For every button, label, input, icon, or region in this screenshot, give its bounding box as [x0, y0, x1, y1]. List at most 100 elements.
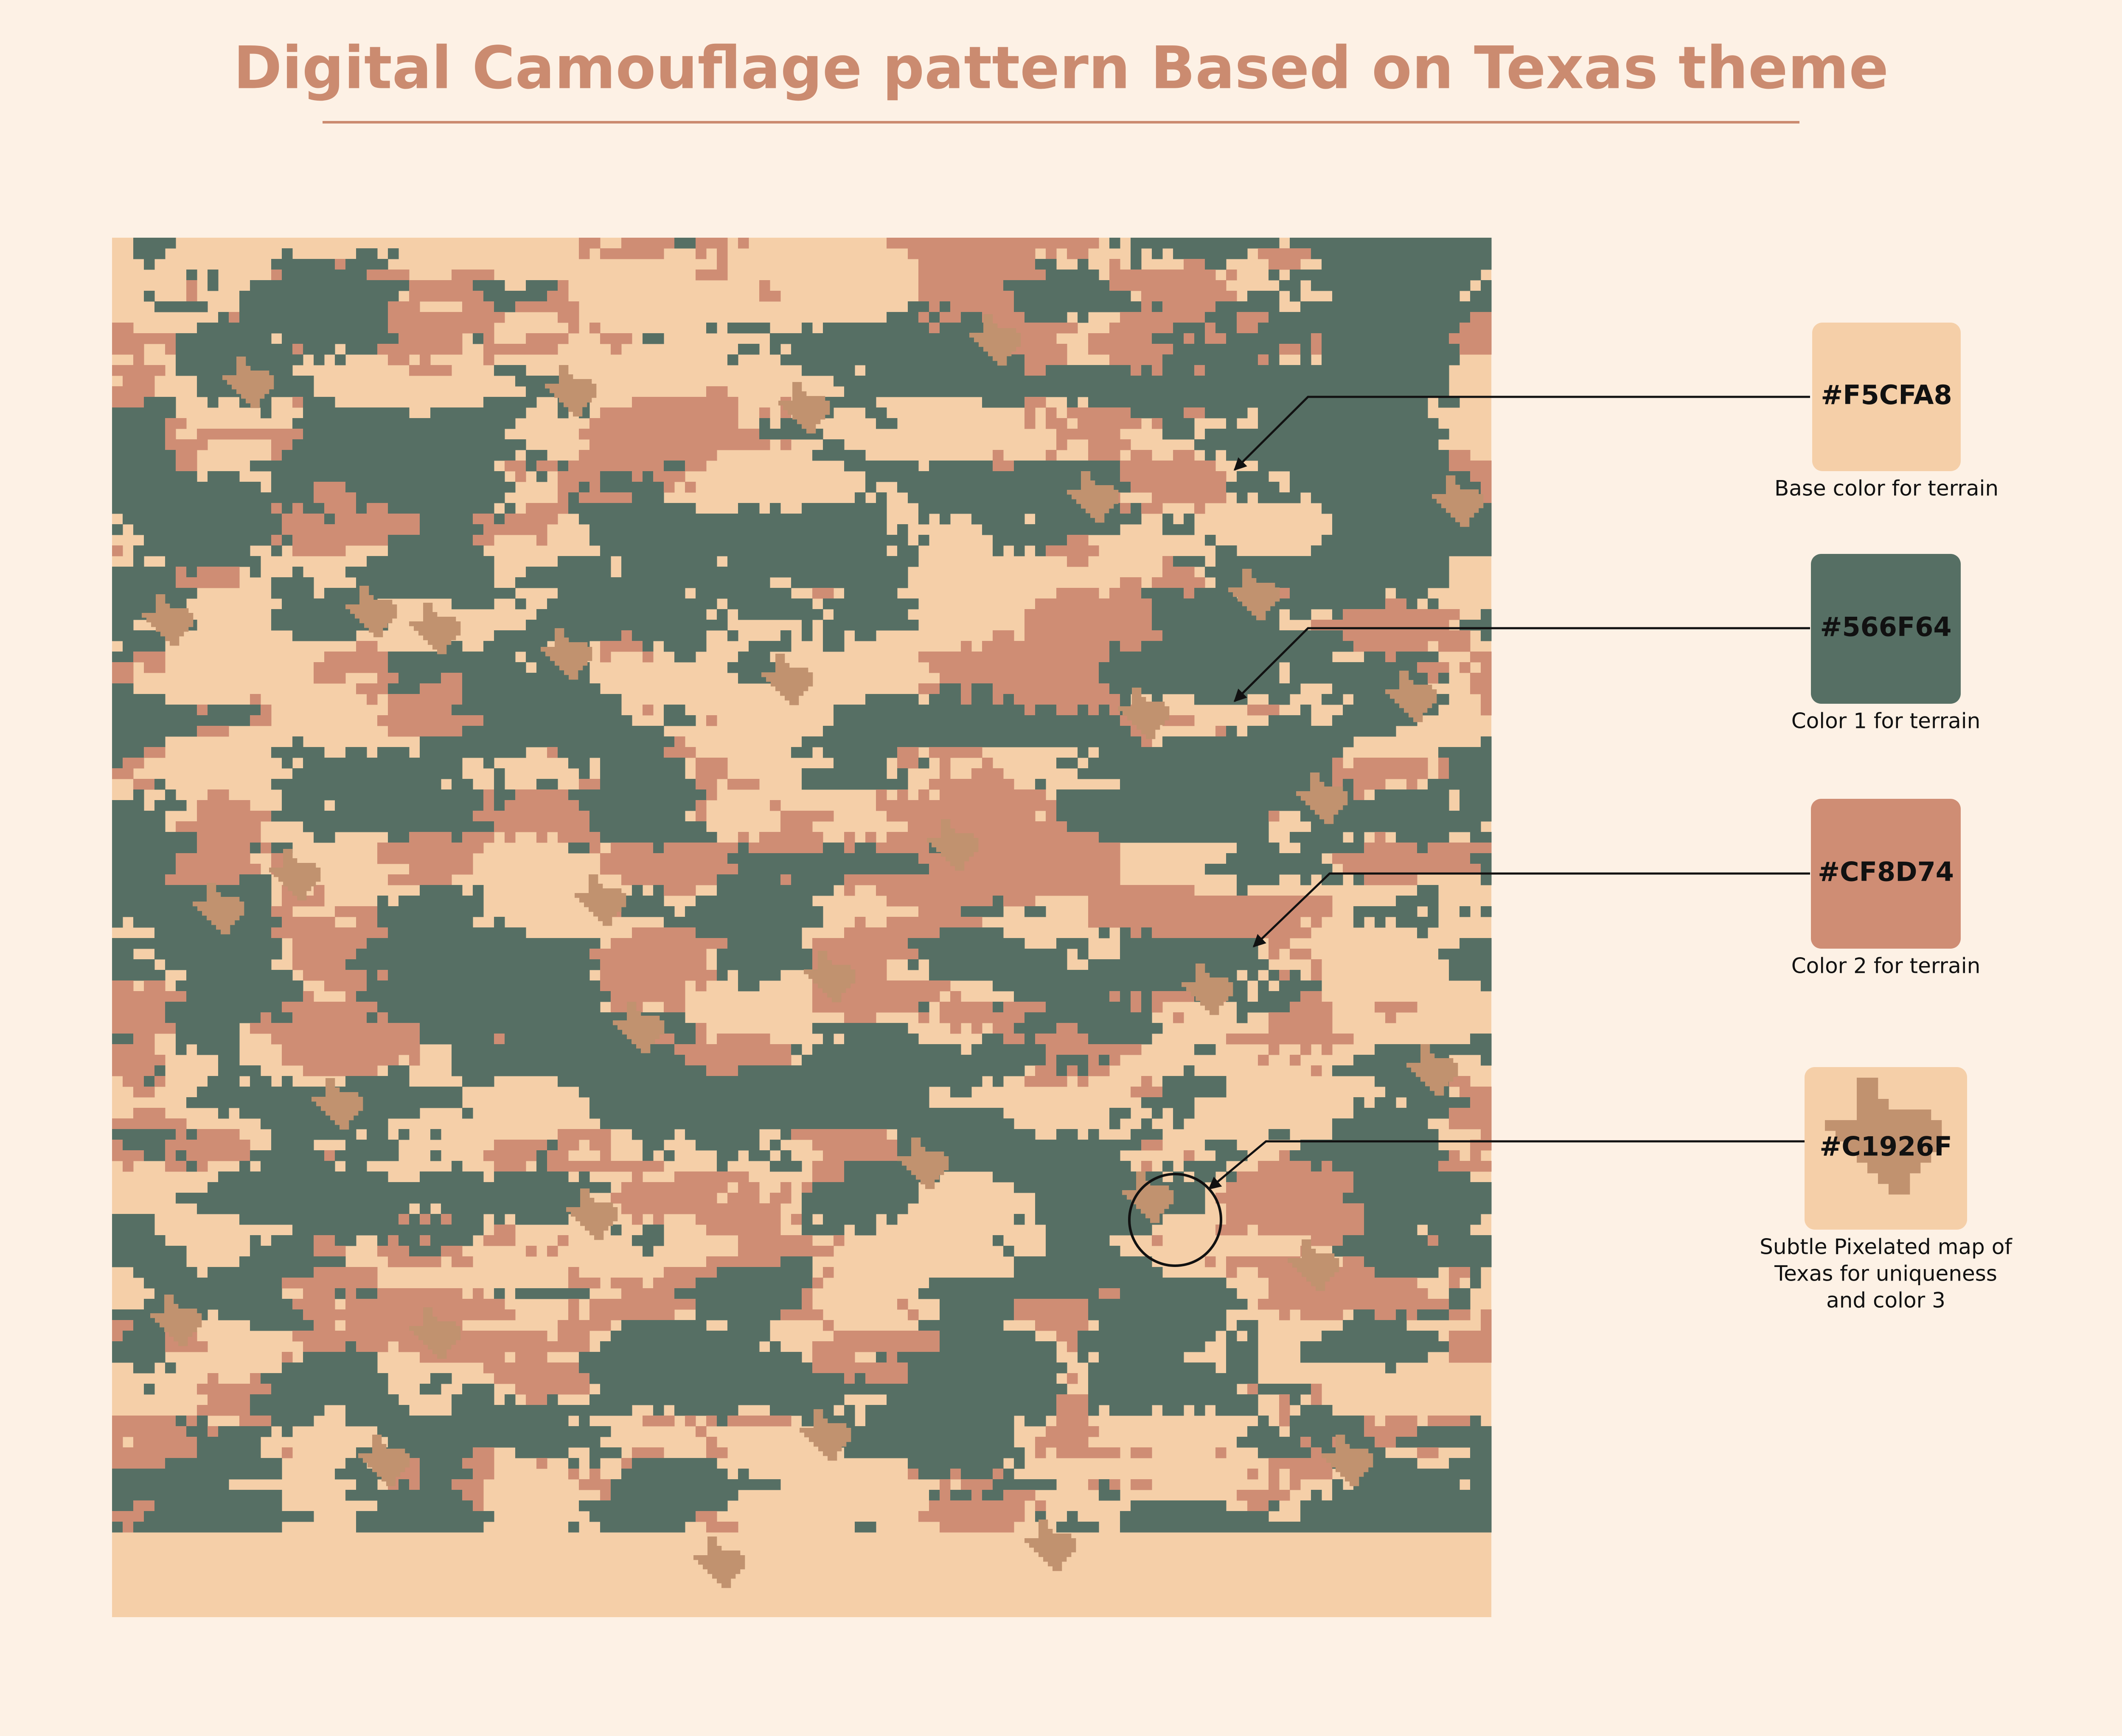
texas-pixel: [911, 1152, 944, 1157]
camo-block: [1300, 1405, 1333, 1416]
camo-block: [1109, 280, 1227, 291]
camo-block: [1279, 588, 1290, 599]
camo-block: [1184, 1161, 1227, 1172]
camo-block: [1099, 927, 1110, 938]
texas-pixel: [297, 896, 307, 901]
camo-block: [165, 429, 176, 440]
camo-block: [292, 439, 526, 450]
camo-block: [303, 991, 314, 1002]
camo-block: [271, 1384, 388, 1395]
camo-block: [1173, 1118, 1184, 1129]
texas-pixel: [1186, 987, 1233, 992]
camo-block: [1025, 397, 1046, 408]
texas-pixel: [814, 1423, 847, 1428]
texas-pixel: [1072, 494, 1119, 500]
camo-block: [1035, 1203, 1205, 1214]
camo-block: [176, 853, 250, 864]
camo-block: [388, 662, 526, 673]
camo-block: [483, 715, 632, 726]
camo-block: [345, 1405, 410, 1416]
camo-block: [1056, 1405, 1089, 1416]
camo-block: [971, 843, 1120, 854]
camo-block: [568, 323, 579, 334]
camo-block: [1088, 450, 1120, 461]
texas-pixel: [1196, 978, 1229, 983]
camo-block: [1364, 1416, 1375, 1427]
camo-block: [876, 1352, 887, 1363]
camo-block: [1099, 1352, 1184, 1363]
texas-icon: [409, 603, 461, 655]
texas-pixel: [1455, 517, 1470, 522]
texas-pixel: [1081, 485, 1114, 490]
camo-block: [558, 407, 569, 419]
texas-pixel: [1132, 688, 1142, 693]
camo-block: [112, 683, 134, 694]
texas-pixel: [809, 1437, 851, 1442]
texas-pixel: [1857, 1099, 1889, 1110]
camo-block: [664, 482, 675, 493]
camo-block: [1269, 270, 1280, 281]
texas-pixel: [897, 1156, 949, 1161]
texas-pixel: [359, 590, 369, 596]
camo-block: [802, 620, 813, 631]
camo-block: [600, 1490, 611, 1501]
texas-pixel: [269, 868, 321, 873]
camo-block: [271, 577, 314, 588]
camo-block: [1258, 248, 1311, 259]
camo-block: [696, 1023, 707, 1034]
camo-block: [1088, 439, 1131, 450]
camo-block: [918, 1320, 1004, 1331]
camo-block: [1300, 301, 1492, 312]
texas-pixel: [326, 1083, 335, 1088]
camo-block: [738, 609, 823, 620]
texas-pixel: [569, 675, 578, 680]
camo-block: [908, 1458, 1004, 1469]
camo-block: [303, 503, 325, 514]
camo-block: [271, 1129, 356, 1140]
camo-block: [1152, 333, 1184, 344]
texas-pixel: [1430, 1086, 1444, 1091]
camo-block: [1300, 705, 1311, 716]
camo-block: [1353, 789, 1364, 801]
camo-block: [1470, 471, 1492, 482]
camo-block: [377, 673, 399, 684]
camo-block: [897, 545, 919, 556]
camo-block: [356, 949, 590, 960]
camo-block: [1332, 768, 1428, 779]
camo-block: [621, 238, 675, 249]
camo-block: [1353, 1182, 1492, 1193]
camo-block: [1067, 535, 1089, 546]
camo-block: [908, 1362, 1067, 1374]
camo-block: [505, 800, 579, 811]
camo-block: [1470, 291, 1492, 302]
camo-block: [1014, 301, 1142, 312]
camo-block: [600, 959, 707, 970]
camo-block: [1205, 429, 1449, 440]
camo-block: [112, 694, 166, 705]
camo-block: [1438, 747, 1492, 758]
camo-block: [971, 694, 993, 705]
texas-pixel: [698, 1560, 745, 1565]
camo-block: [940, 768, 951, 779]
texas-pixel: [775, 658, 785, 663]
camo-block: [940, 683, 961, 694]
texas-pixel: [1420, 1058, 1454, 1063]
texas-pixel: [155, 1318, 202, 1323]
camo-block: [1269, 938, 1290, 949]
texas-pixel: [355, 614, 397, 619]
camo-block: [887, 832, 1099, 843]
camo-block: [282, 1352, 293, 1363]
camo-block: [579, 1087, 929, 1098]
camo-block: [112, 1129, 176, 1140]
texas-pixel: [1205, 1006, 1219, 1011]
camo-block: [282, 917, 335, 928]
texas-pixel: [814, 1419, 828, 1424]
camo-block: [1481, 705, 1492, 716]
camo-block: [1449, 970, 1492, 981]
camo-block: [112, 567, 176, 578]
camo-block: [112, 864, 176, 875]
camo-block: [494, 1214, 505, 1225]
camo-block: [1269, 1129, 1290, 1140]
camo-block: [133, 652, 166, 663]
